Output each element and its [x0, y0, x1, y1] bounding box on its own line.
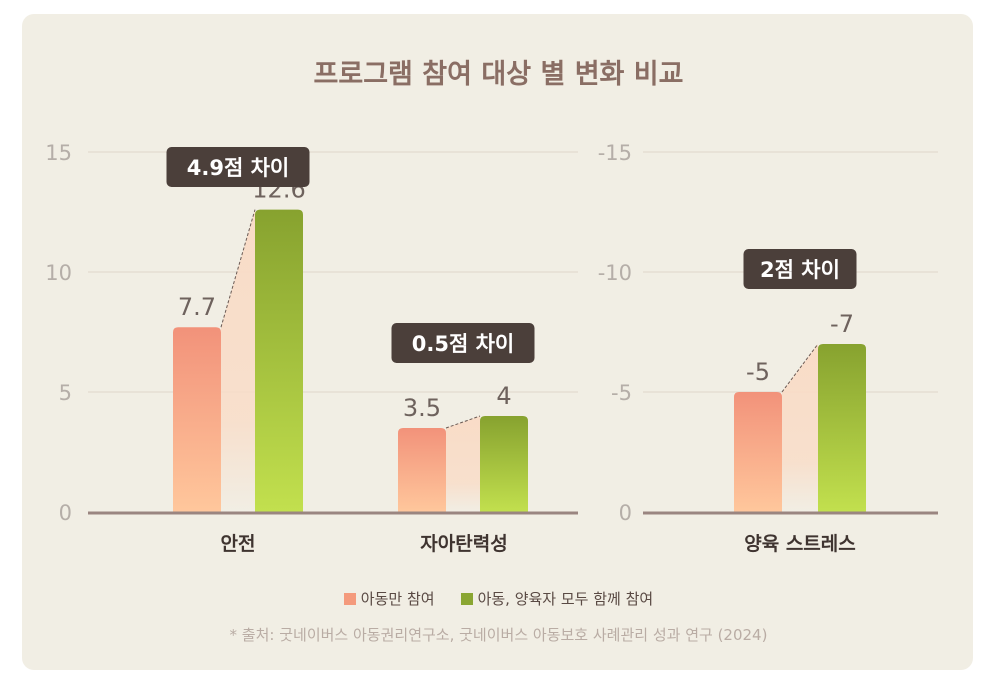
category-label: 양육 스트레스 [744, 533, 856, 555]
difference-badge [166, 147, 310, 187]
chart-title: 프로그램 참여 대상 별 변화 비교 [313, 59, 684, 90]
difference-line [781, 343, 819, 393]
y-tick-label: 0 [59, 501, 72, 525]
legend-swatch [460, 592, 473, 605]
data-label: -5 [746, 358, 770, 386]
legend-item-child-only: 아동만 참여 [343, 588, 435, 609]
y-tick-label: 10 [45, 261, 72, 285]
y-tick-label: -5 [611, 381, 632, 405]
bar-together [480, 416, 528, 512]
difference-badge [391, 323, 535, 363]
difference-band [782, 344, 818, 512]
difference-band [446, 416, 480, 512]
difference-line [220, 209, 256, 328]
legend-label: 아동만 참여 [360, 590, 435, 608]
y-tick-label: -15 [598, 141, 632, 165]
data-label: 3.5 [403, 394, 441, 422]
difference-badge-label: 0.5점 차이 [412, 332, 514, 356]
legend-swatch [343, 592, 356, 605]
y-tick-label: 0 [619, 501, 632, 525]
y-tick-label: -10 [598, 261, 632, 285]
legend-item-together: 아동, 양육자 모두 함께 참여 [460, 588, 654, 609]
difference-badge-label: 4.9점 차이 [187, 156, 289, 180]
category-label: 안전 [221, 533, 256, 555]
y-tick-label: 5 [59, 381, 72, 405]
bar-child-only [734, 392, 782, 512]
bar-together [818, 344, 866, 512]
bar-together [255, 209, 303, 512]
data-label: 4 [496, 382, 511, 410]
bar-child-only [398, 428, 446, 512]
difference-badge-label: 2점 차이 [760, 258, 840, 282]
y-tick-label: 15 [45, 141, 72, 165]
data-label: -7 [830, 310, 854, 338]
bar-child-only [173, 327, 221, 512]
difference-badge [743, 249, 857, 289]
source-note: * 출처: 굿네이버스 아동권리연구소, 굿네이버스 아동보호 사례관리 성과 … [229, 626, 768, 644]
category-label: 자아탄력성 [420, 533, 507, 555]
difference-line [445, 415, 481, 429]
data-label: 7.7 [178, 293, 216, 321]
legend-label: 아동, 양육자 모두 함께 참여 [477, 590, 654, 608]
legend: 아동만 참여 아동, 양육자 모두 함께 참여 [0, 588, 997, 609]
difference-band [221, 209, 255, 512]
